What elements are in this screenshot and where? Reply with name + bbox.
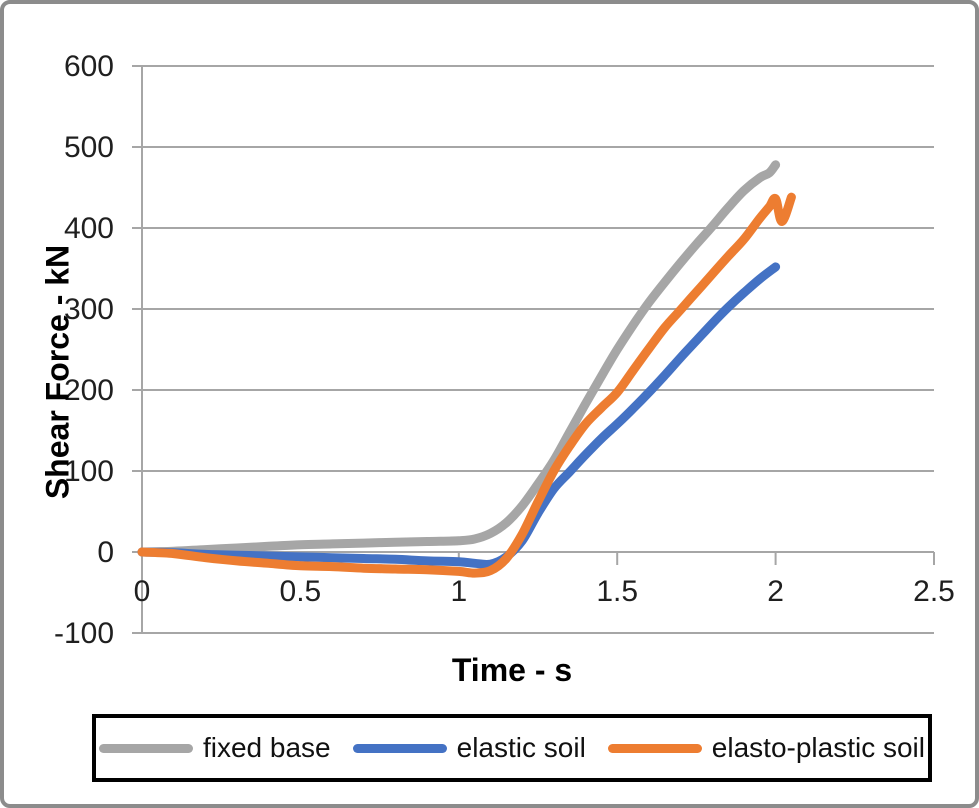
x-tick-label: 1 (450, 575, 467, 608)
y-tick-label: 600 (64, 50, 114, 83)
series-line-elastic-soil (137, 262, 781, 569)
legend-label-fixed-base: fixed base (202, 732, 331, 763)
series-line-fixed-base (137, 160, 781, 557)
legend-item-elasto-plastic-soil: elasto-plastic soil (607, 732, 925, 763)
legend-label-elastic-soil: elastic soil (456, 732, 586, 763)
legend-swatch-elastic-soil (352, 743, 447, 753)
y-tick-label: 0 (97, 536, 114, 569)
x-tick-label: 1.5 (596, 575, 638, 608)
y-tick-label: 300 (64, 293, 114, 326)
plot-area: -100 0 100 200 300 400 500 600 0 0.5 1 1.5 2 2.5 (54, 50, 955, 650)
legend: fixed base elastic soil elasto-plastic soi… (92, 714, 932, 782)
y-tick-label: 200 (64, 374, 114, 407)
legend-swatch-elasto-plastic-soil (607, 743, 702, 753)
legend-label-elasto-plastic-soil: elasto-plastic soil (711, 732, 925, 763)
x-tick-label: 2.5 (913, 575, 955, 608)
legend-swatch-fixed-base (98, 743, 193, 753)
y-axis-title: Shear Force - kN (39, 244, 76, 500)
y-tick-label: 100 (64, 455, 114, 488)
x-tick-label: 0.5 (280, 575, 322, 608)
y-tick-label: 500 (64, 131, 114, 164)
series-line-elasto-plastic-soil (137, 192, 796, 578)
legend-item-fixed-base: fixed base (98, 732, 331, 763)
x-tick-label: 2 (767, 575, 784, 608)
y-tick-label: -100 (54, 617, 114, 650)
x-tick-label: 0 (134, 575, 151, 608)
y-tick-label: 400 (64, 212, 114, 245)
legend-item-elastic-soil: elastic soil (352, 732, 586, 763)
x-axis-title: Time - s (451, 652, 573, 688)
